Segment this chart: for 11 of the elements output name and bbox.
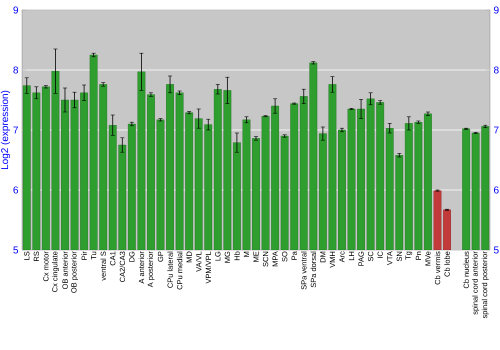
y-tick-label: 9 bbox=[13, 6, 18, 14]
y2-tick-label: 9 bbox=[494, 6, 499, 14]
y2-tick-label: 8 bbox=[494, 66, 499, 74]
y2-tick-label: 7 bbox=[494, 126, 499, 134]
y-axis-title: Log2 (expression) bbox=[0, 90, 10, 170]
y-tick-label: 8 bbox=[13, 66, 18, 74]
y2-tick-label: 6 bbox=[494, 186, 499, 194]
y-tick-label: 7 bbox=[13, 126, 18, 134]
y-tick-label: 6 bbox=[13, 186, 18, 194]
y2-tick-label: 5 bbox=[494, 246, 499, 254]
y-tick-label: 5 bbox=[13, 246, 18, 254]
